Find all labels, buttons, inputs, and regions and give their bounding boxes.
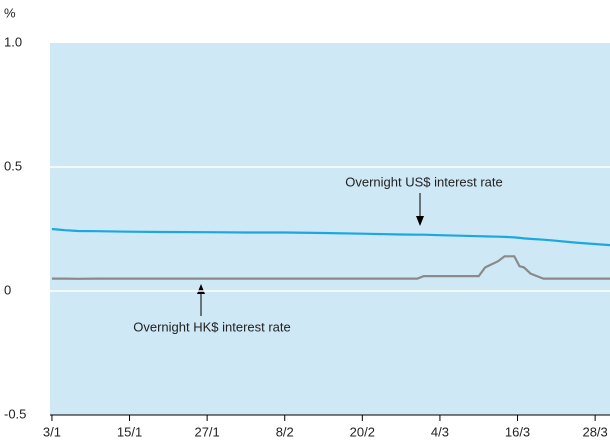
y-tick-label: 0 bbox=[4, 282, 11, 297]
y-tick-label: -0.5 bbox=[4, 406, 26, 421]
annotation: Overnight US$ interest rate bbox=[345, 174, 503, 189]
annotation-arrowhead bbox=[416, 216, 424, 226]
y-tick-label: 0.5 bbox=[4, 158, 22, 173]
x-tick-label: 28/3 bbox=[582, 424, 607, 439]
x-tick-label: 3/1 bbox=[43, 424, 61, 439]
y-axis-label: % bbox=[4, 5, 16, 20]
y-tick-label: 1.0 bbox=[4, 34, 22, 49]
x-tick-label: 27/1 bbox=[194, 424, 219, 439]
series-line bbox=[51, 255, 610, 280]
x-tick-label: 15/1 bbox=[117, 424, 142, 439]
x-tick-label: 16/3 bbox=[505, 424, 530, 439]
plot-area bbox=[50, 43, 610, 415]
series-line bbox=[51, 227, 610, 247]
annotation: Overnight HK$ interest rate bbox=[133, 319, 291, 334]
x-tick-label: 20/2 bbox=[350, 424, 375, 439]
x-tick-label: 4/3 bbox=[431, 424, 449, 439]
x-tick-label: 8/2 bbox=[276, 424, 294, 439]
